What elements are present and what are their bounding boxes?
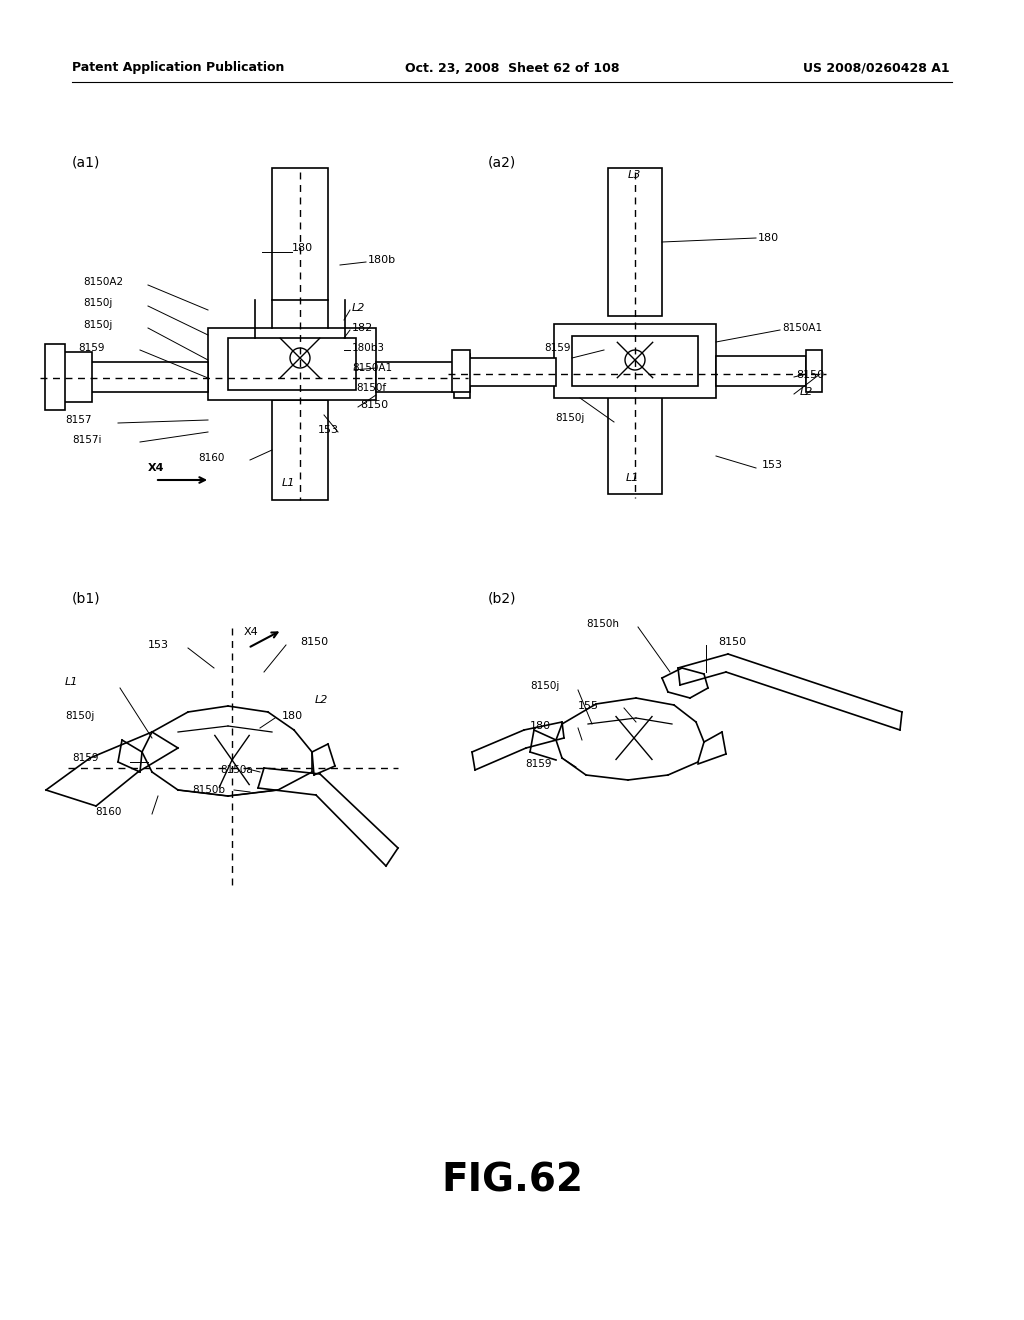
Text: 8159: 8159 (78, 343, 104, 352)
Text: 8159: 8159 (72, 752, 98, 763)
Bar (45, 345, 65, 411)
Bar (454, 354, 470, 399)
Text: 8159: 8159 (525, 759, 552, 770)
Text: 8150j: 8150j (83, 298, 113, 308)
Bar (608, 396, 662, 494)
Text: 8160: 8160 (198, 453, 224, 463)
Text: 8159: 8159 (544, 343, 570, 352)
Text: L2: L2 (800, 387, 813, 397)
Text: 180: 180 (292, 243, 313, 253)
Text: (b2): (b2) (488, 591, 516, 605)
Text: Patent Application Publication: Patent Application Publication (72, 62, 285, 74)
Text: L1: L1 (282, 478, 295, 488)
Text: 153: 153 (762, 459, 783, 470)
Text: 8150: 8150 (300, 638, 328, 647)
Text: 8150: 8150 (796, 370, 824, 380)
Text: (b1): (b1) (72, 591, 100, 605)
Text: 153: 153 (318, 425, 339, 436)
Text: 8150b: 8150b (193, 785, 225, 795)
Bar (608, 168, 662, 315)
Text: 180b: 180b (368, 255, 396, 265)
Text: 8150j: 8150j (530, 681, 559, 690)
Text: US 2008/0260428 A1: US 2008/0260428 A1 (804, 62, 950, 74)
Text: 8157i: 8157i (72, 436, 101, 445)
Text: L3: L3 (628, 170, 641, 180)
Text: 180: 180 (282, 711, 303, 721)
Text: 8150j: 8150j (83, 319, 113, 330)
Bar (272, 168, 328, 300)
Text: 155: 155 (578, 701, 599, 711)
Text: 8150h: 8150h (586, 619, 618, 630)
Text: 8157: 8157 (65, 414, 91, 425)
Text: 8160: 8160 (95, 807, 122, 817)
Text: 8150A1: 8150A1 (352, 363, 392, 374)
Text: 180: 180 (758, 234, 779, 243)
Text: 8150j: 8150j (555, 413, 585, 422)
Bar (208, 327, 376, 400)
Text: 8150f: 8150f (356, 383, 386, 393)
Bar (452, 350, 470, 392)
Text: 8150: 8150 (360, 400, 388, 411)
Text: 8150a: 8150a (220, 766, 253, 775)
Text: 153: 153 (148, 640, 169, 649)
Text: 8150: 8150 (718, 638, 746, 647)
Bar (88, 362, 208, 392)
Bar (554, 323, 716, 399)
Bar (716, 356, 806, 385)
Text: L2: L2 (352, 304, 366, 313)
Bar (62, 352, 92, 403)
Text: L1: L1 (626, 473, 639, 483)
Text: L2: L2 (315, 696, 329, 705)
Text: 180b3: 180b3 (352, 343, 385, 352)
Bar (272, 400, 328, 500)
Text: 8150A2: 8150A2 (83, 277, 123, 286)
Bar (572, 337, 698, 385)
Text: 180: 180 (530, 721, 551, 731)
Text: L1: L1 (65, 677, 79, 686)
Text: (a2): (a2) (488, 154, 516, 169)
Text: FIG.62: FIG.62 (441, 1162, 583, 1199)
Bar (468, 358, 556, 385)
Text: Oct. 23, 2008  Sheet 62 of 108: Oct. 23, 2008 Sheet 62 of 108 (404, 62, 620, 74)
Text: X4: X4 (244, 627, 259, 638)
Bar (376, 362, 454, 392)
Bar (806, 350, 822, 392)
Bar (228, 338, 356, 389)
Text: 8150A1: 8150A1 (782, 323, 822, 333)
Text: (a1): (a1) (72, 154, 100, 169)
Text: X4: X4 (148, 463, 165, 473)
Text: 8150j: 8150j (65, 711, 94, 721)
Text: 182: 182 (352, 323, 374, 333)
